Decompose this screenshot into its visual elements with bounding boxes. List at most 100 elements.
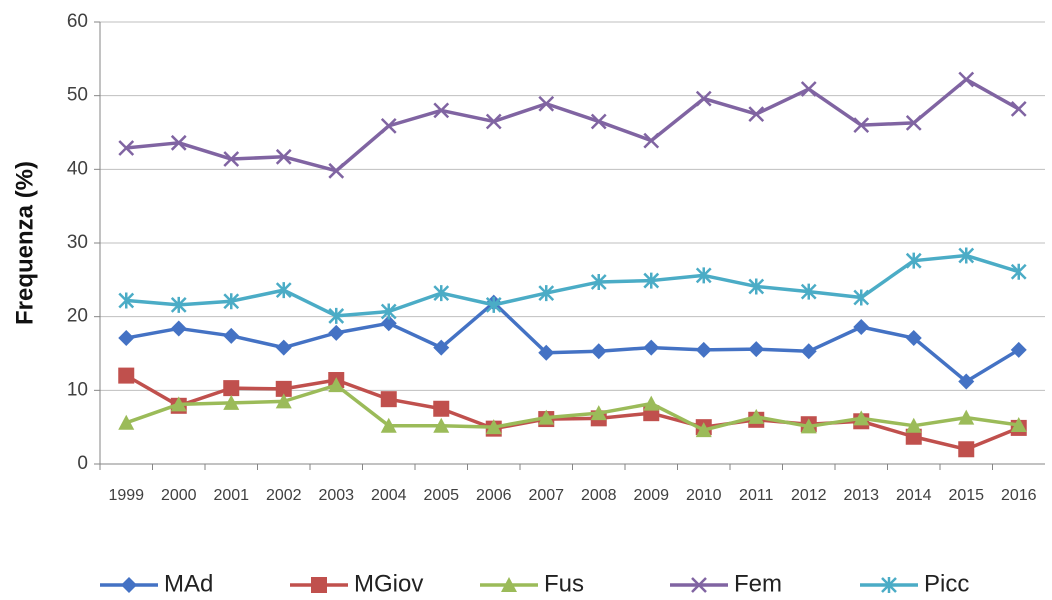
y-tick-label: 50 bbox=[67, 85, 88, 106]
x-tick-label: 2015 bbox=[948, 487, 984, 504]
marker bbox=[905, 252, 922, 269]
marker bbox=[328, 324, 345, 341]
x-tick-label: 1999 bbox=[108, 487, 144, 504]
marker bbox=[590, 274, 607, 291]
x-tick-label: 2007 bbox=[528, 487, 564, 504]
x-tick-label: 2004 bbox=[371, 487, 407, 504]
marker bbox=[223, 380, 240, 397]
marker bbox=[538, 95, 555, 112]
marker bbox=[170, 134, 187, 151]
marker bbox=[1010, 263, 1027, 280]
marker bbox=[118, 367, 135, 384]
marker bbox=[905, 417, 922, 433]
marker bbox=[433, 285, 450, 302]
x-tick-label: 2005 bbox=[423, 487, 459, 504]
legend-item: MGiov bbox=[290, 570, 423, 597]
marker bbox=[433, 102, 450, 119]
marker bbox=[748, 278, 765, 295]
marker bbox=[748, 408, 765, 424]
marker bbox=[800, 418, 817, 434]
series-line bbox=[125, 300, 1020, 384]
legend-label: MAd bbox=[164, 570, 213, 597]
series-line bbox=[126, 77, 1020, 173]
x-tick-label: 2000 bbox=[161, 487, 197, 504]
marker bbox=[118, 414, 135, 430]
marker bbox=[1010, 341, 1027, 358]
marker bbox=[695, 341, 712, 358]
marker bbox=[328, 307, 345, 324]
marker bbox=[905, 330, 922, 347]
x-tick-label: 2009 bbox=[633, 487, 669, 504]
marker bbox=[485, 296, 502, 313]
marker bbox=[380, 417, 397, 433]
marker bbox=[380, 315, 397, 332]
marker bbox=[800, 343, 817, 360]
marker bbox=[380, 303, 397, 320]
marker bbox=[748, 341, 765, 358]
marker bbox=[118, 292, 135, 309]
marker bbox=[170, 320, 187, 337]
marker bbox=[881, 577, 897, 593]
series-line bbox=[126, 253, 1020, 318]
marker bbox=[691, 577, 707, 593]
y-tick-label: 10 bbox=[67, 379, 88, 400]
marker bbox=[223, 327, 240, 344]
marker bbox=[853, 410, 870, 426]
x-tick-label: 2013 bbox=[843, 487, 879, 504]
marker bbox=[643, 272, 660, 289]
series-line bbox=[125, 383, 1019, 432]
x-tick-label: 2006 bbox=[476, 487, 512, 504]
marker bbox=[853, 318, 870, 335]
marker bbox=[643, 339, 660, 356]
marker bbox=[958, 409, 975, 425]
marker bbox=[121, 577, 137, 593]
marker bbox=[590, 113, 607, 130]
x-tick-label: 2012 bbox=[791, 487, 827, 504]
marker bbox=[170, 296, 187, 313]
marker bbox=[538, 285, 555, 302]
marker bbox=[223, 293, 240, 310]
x-tick-label: 2003 bbox=[318, 487, 354, 504]
legend-item: MAd bbox=[100, 570, 213, 597]
y-tick-label: 40 bbox=[67, 158, 88, 179]
marker bbox=[223, 394, 240, 410]
marker bbox=[118, 330, 135, 347]
x-tick-label: 2016 bbox=[1001, 487, 1037, 504]
x-tick-label: 2014 bbox=[896, 487, 932, 504]
marker bbox=[958, 247, 975, 264]
x-tick-label: 2010 bbox=[686, 487, 722, 504]
legend-label: MGiov bbox=[354, 570, 423, 597]
y-tick-label: 60 bbox=[67, 11, 88, 32]
y-tick-label: 30 bbox=[67, 232, 88, 253]
marker bbox=[118, 140, 135, 156]
marker bbox=[380, 117, 397, 134]
marker bbox=[275, 282, 292, 299]
marker bbox=[380, 391, 397, 408]
legend-label: Fus bbox=[544, 570, 584, 597]
marker bbox=[311, 577, 327, 593]
legend-item: Fem bbox=[670, 570, 782, 597]
marker bbox=[590, 343, 607, 360]
marker bbox=[170, 396, 187, 412]
marker bbox=[695, 90, 712, 107]
x-tick-label: 2008 bbox=[581, 487, 617, 504]
marker bbox=[501, 577, 517, 592]
legend-item: Fus bbox=[480, 570, 584, 597]
marker bbox=[905, 428, 922, 445]
marker bbox=[958, 441, 975, 458]
marker bbox=[958, 373, 975, 390]
marker bbox=[695, 267, 712, 284]
y-axis-label: Frequenza (%) bbox=[11, 161, 38, 325]
y-tick-label: 0 bbox=[77, 453, 88, 474]
legend-item: Picc bbox=[860, 570, 969, 597]
marker bbox=[905, 115, 922, 131]
marker bbox=[538, 344, 555, 361]
marker bbox=[853, 117, 870, 134]
legend-label: Fem bbox=[734, 570, 782, 597]
marker bbox=[433, 400, 450, 417]
marker bbox=[590, 405, 607, 421]
marker bbox=[433, 417, 450, 433]
marker bbox=[695, 422, 712, 438]
marker bbox=[328, 377, 345, 393]
